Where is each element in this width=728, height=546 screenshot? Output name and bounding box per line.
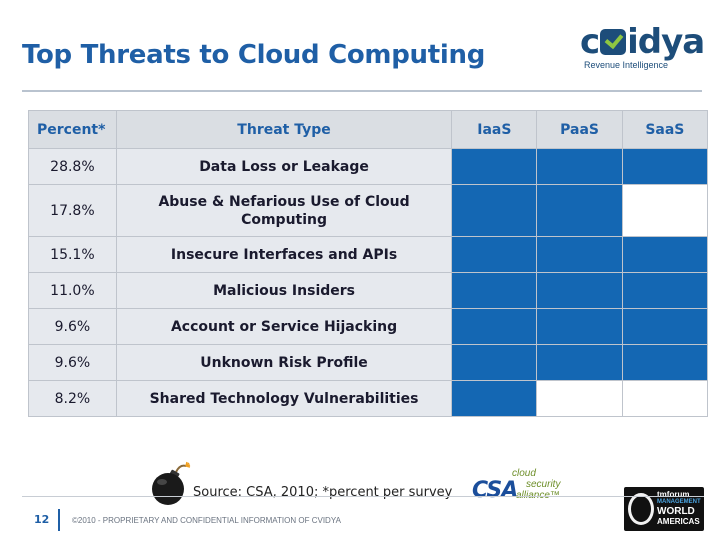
header-paas: PaaS — [536, 110, 623, 149]
page-number-bar — [58, 509, 60, 531]
saas-applicability-cell — [621, 380, 709, 417]
threat-percent: 28.8% — [28, 148, 117, 185]
csa-abbr: CSA — [472, 478, 518, 503]
iaas-applicability-cell — [451, 308, 538, 345]
logo-tagline: Revenue Intelligence — [584, 60, 669, 70]
threat-type: Data Loss or Leakage — [115, 148, 453, 185]
table-row: 9.6% Unknown Risk Profile — [28, 344, 709, 381]
paas-applicability-cell — [536, 380, 623, 417]
threats-table: Percent* Threat Type IaaS PaaS SaaS 28.8… — [28, 110, 709, 417]
saas-applicability-cell — [621, 148, 709, 185]
table-row: 11.0% Malicious Insiders — [28, 272, 709, 309]
iaas-applicability-cell — [451, 184, 538, 237]
tmforum-logo: tmforum MANAGEMENT WORLD AMERICAS — [624, 487, 704, 531]
paas-applicability-cell — [536, 308, 623, 345]
threat-percent: 15.1% — [28, 236, 117, 273]
threat-type: Unknown Risk Profile — [115, 344, 453, 381]
copyright-notice: ©2010 - PROPRIETARY AND CONFIDENTIAL INF… — [72, 516, 341, 525]
header-saas: SaaS — [621, 110, 709, 149]
iaas-applicability-cell — [451, 236, 538, 273]
threat-type: Insecure Interfaces and APIs — [115, 236, 453, 273]
table-row: 15.1% Insecure Interfaces and APIs — [28, 236, 709, 273]
saas-applicability-cell — [621, 308, 709, 345]
saas-applicability-cell — [621, 236, 709, 273]
table-header-row: Percent* Threat Type IaaS PaaS SaaS — [28, 110, 709, 149]
table-row: 17.8% Abuse & Nefarious Use of Cloud Comp… — [28, 184, 709, 237]
threat-percent: 17.8% — [28, 184, 117, 237]
slide-title: Top Threats to Cloud Computing — [22, 40, 485, 70]
threat-type: Account or Service Hijacking — [115, 308, 453, 345]
table-row: 28.8% Data Loss or Leakage — [28, 148, 709, 185]
table-row: 8.2% Shared Technology Vulnerabilities — [28, 380, 709, 417]
iaas-applicability-cell — [451, 344, 538, 381]
iaas-applicability-cell — [451, 380, 538, 417]
csa-logo: CSA cloud security alliance™ — [470, 468, 580, 512]
table-body: 28.8% Data Loss or Leakage 17.8% Abuse & Ne… — [28, 148, 709, 417]
bomb-icon — [148, 460, 196, 508]
header-percent: Percent* — [28, 110, 117, 149]
threat-percent: 9.6% — [28, 308, 117, 345]
paas-applicability-cell — [536, 344, 623, 381]
logo-wordmark: c idya — [580, 22, 705, 62]
tmforum-text: tmforum MANAGEMENT WORLD AMERICAS — [657, 490, 701, 526]
iaas-applicability-cell — [451, 272, 538, 309]
saas-applicability-cell — [621, 344, 709, 381]
threat-percent: 9.6% — [28, 344, 117, 381]
header-threat-type: Threat Type — [115, 110, 453, 149]
logo-check-icon — [600, 28, 627, 55]
saas-applicability-cell — [621, 272, 709, 309]
threat-type: Malicious Insiders — [115, 272, 453, 309]
table-row: 9.6% Account or Service Hijacking — [28, 308, 709, 345]
footer-divider — [22, 496, 704, 497]
threat-percent: 11.0% — [28, 272, 117, 309]
paas-applicability-cell — [536, 148, 623, 185]
threat-type: Shared Technology Vulnerabilities — [115, 380, 453, 417]
tmforum-ring-icon — [628, 493, 654, 525]
paas-applicability-cell — [536, 236, 623, 273]
iaas-applicability-cell — [451, 148, 538, 185]
title-divider — [22, 90, 702, 92]
page-number: 12 — [34, 513, 50, 526]
paas-applicability-cell — [536, 272, 623, 309]
paas-applicability-cell — [536, 184, 623, 237]
header-iaas: IaaS — [451, 110, 538, 149]
threat-type: Abuse & Nefarious Use of Cloud Computing — [115, 184, 453, 237]
source-note: Source: CSA, 2010; *percent per survey — [193, 485, 453, 500]
threat-percent: 8.2% — [28, 380, 117, 417]
saas-applicability-cell — [621, 184, 709, 237]
csa-text: cloud security alliance™ — [512, 468, 561, 501]
cvidya-logo: c idya Revenue Intelligence — [576, 22, 716, 72]
